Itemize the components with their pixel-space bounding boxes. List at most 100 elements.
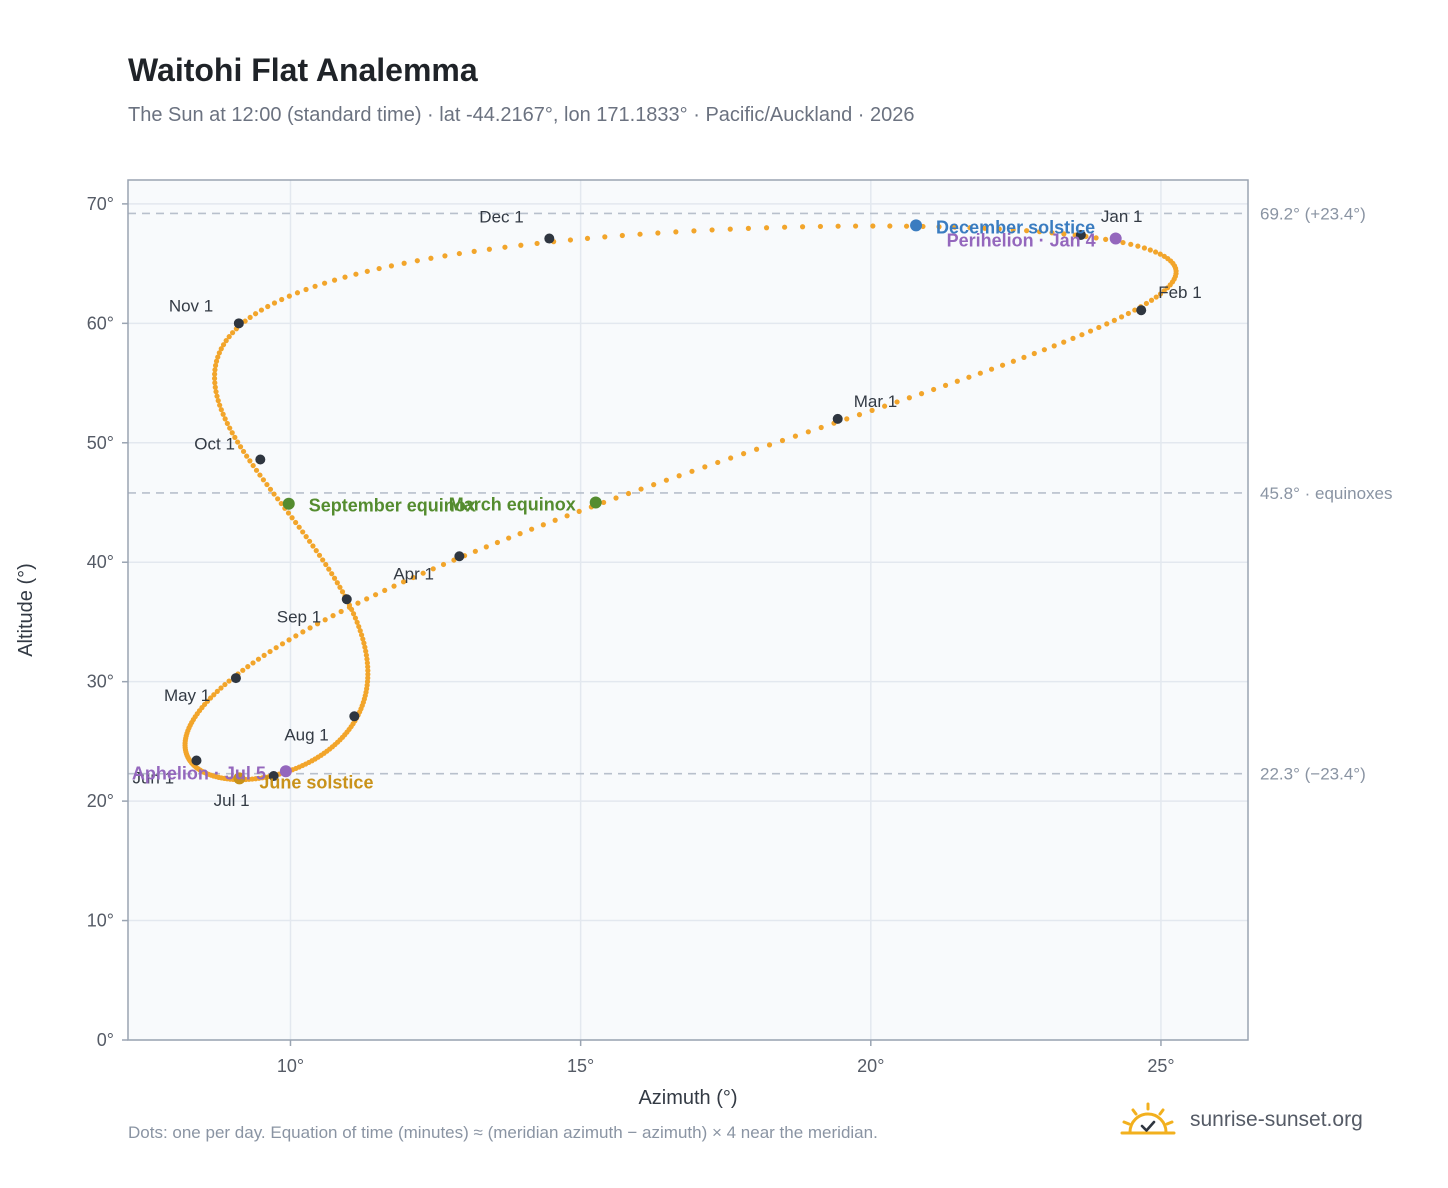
daily-dot bbox=[1031, 350, 1037, 357]
brand-name[interactable]: sunrise-sunset.org bbox=[1190, 1108, 1363, 1131]
daily-dot bbox=[619, 232, 625, 239]
daily-dot bbox=[1041, 347, 1047, 353]
daily-dot bbox=[265, 303, 271, 310]
daily-dot bbox=[835, 223, 841, 229]
month-marker-label: Apr 1 bbox=[393, 564, 434, 583]
daily-dot bbox=[663, 477, 669, 483]
daily-dot bbox=[1061, 339, 1067, 345]
month-marker bbox=[230, 673, 241, 684]
month-marker bbox=[341, 594, 352, 605]
daily-dot bbox=[763, 225, 770, 231]
month-marker bbox=[268, 771, 279, 782]
daily-dot bbox=[257, 472, 263, 478]
daily-dot bbox=[502, 244, 508, 250]
daily-dot bbox=[472, 548, 478, 554]
daily-dot bbox=[294, 290, 301, 296]
daily-dot bbox=[1118, 314, 1125, 320]
daily-dot bbox=[1087, 328, 1094, 334]
daily-dot bbox=[215, 398, 221, 404]
daily-dot bbox=[365, 671, 371, 677]
daily-dot bbox=[391, 583, 397, 589]
daily-dot bbox=[1111, 317, 1117, 323]
daily-dot bbox=[275, 496, 281, 502]
daily-dot bbox=[329, 571, 335, 577]
daily-dot bbox=[214, 393, 220, 399]
page-subtitle: The Sun at 12:00 (standard time) · lat -… bbox=[128, 104, 915, 126]
axis-ticks: 10° 15° 20° 25° 0° 10° 20° 30° 40° 50° 60° 70° bbox=[87, 194, 1175, 1076]
daily-dot bbox=[382, 587, 388, 594]
month-marker-label: Aug 1 bbox=[284, 725, 328, 744]
daily-dot bbox=[999, 362, 1006, 368]
daily-dots bbox=[182, 223, 1179, 783]
daily-dot bbox=[518, 242, 524, 248]
daily-dot bbox=[240, 448, 247, 455]
event-label: Aphelion · Jul 5 bbox=[132, 763, 266, 783]
daily-dot bbox=[365, 667, 371, 674]
daily-dot bbox=[869, 407, 875, 413]
daily-dot bbox=[267, 648, 273, 655]
event-marker bbox=[279, 765, 292, 778]
daily-dot bbox=[247, 458, 253, 464]
daily-dot bbox=[1143, 300, 1150, 307]
daily-dot bbox=[576, 508, 582, 514]
daily-dot bbox=[442, 253, 448, 259]
event-label: June solstice bbox=[259, 772, 373, 792]
daily-dot bbox=[232, 434, 238, 440]
month-marker bbox=[544, 233, 555, 244]
daily-dot bbox=[584, 235, 591, 241]
event-label: September equinox bbox=[309, 496, 476, 516]
daily-dot bbox=[303, 534, 309, 540]
daily-dot bbox=[212, 362, 219, 369]
daily-dot bbox=[307, 625, 313, 631]
daily-dot bbox=[977, 370, 983, 376]
daily-dot bbox=[260, 477, 267, 483]
daily-dot bbox=[352, 615, 359, 621]
x-tick-label: 15° bbox=[567, 1056, 594, 1076]
daily-dot bbox=[400, 579, 407, 585]
daily-dot bbox=[226, 334, 232, 340]
daily-dot bbox=[250, 660, 256, 666]
daily-dot bbox=[218, 685, 224, 691]
daily-dot bbox=[264, 481, 270, 488]
event-marker bbox=[589, 496, 602, 509]
daily-dot bbox=[214, 688, 220, 694]
daily-dot bbox=[1024, 228, 1030, 234]
daily-dot bbox=[216, 350, 222, 356]
daily-dot bbox=[313, 548, 319, 554]
daily-dot bbox=[852, 223, 859, 229]
daily-dot bbox=[766, 442, 773, 448]
daily-dot bbox=[517, 531, 523, 537]
daily-dot bbox=[1049, 230, 1055, 236]
daily-dot bbox=[316, 552, 323, 558]
y-tick-label: 30° bbox=[87, 672, 114, 692]
month-marker-label: May 1 bbox=[164, 686, 210, 705]
daily-dot bbox=[258, 307, 265, 313]
daily-dot bbox=[903, 223, 910, 229]
daily-dot bbox=[364, 268, 370, 274]
daily-dot bbox=[337, 584, 343, 590]
daily-dot bbox=[229, 430, 235, 436]
brand-logo[interactable]: sunrise-sunset.org bbox=[1120, 1102, 1363, 1138]
y-axis-label: Altitude (°) bbox=[15, 563, 37, 657]
reference-line-label: 22.3° (−23.4°) bbox=[1260, 765, 1366, 784]
daily-dot bbox=[334, 580, 340, 586]
daily-dot bbox=[321, 280, 328, 286]
daily-dot bbox=[363, 648, 369, 654]
daily-dot bbox=[856, 412, 863, 418]
daily-dot bbox=[293, 633, 299, 639]
event-label: December solstice bbox=[936, 217, 1095, 237]
event-label: Perihelion · Jan 4 bbox=[947, 231, 1096, 251]
daily-dot bbox=[779, 437, 786, 444]
daily-dot bbox=[222, 416, 228, 422]
daily-dot bbox=[870, 223, 876, 229]
daily-dot bbox=[918, 391, 925, 397]
daily-dot bbox=[218, 407, 224, 413]
daily-dot bbox=[212, 384, 218, 390]
daily-dot bbox=[709, 227, 715, 233]
daily-dot bbox=[223, 338, 229, 344]
daily-dot bbox=[320, 557, 326, 563]
month-marker-label: Sep 1 bbox=[277, 607, 321, 626]
daily-dot bbox=[350, 611, 357, 617]
daily-dot bbox=[255, 656, 262, 662]
daily-dot bbox=[471, 248, 477, 254]
